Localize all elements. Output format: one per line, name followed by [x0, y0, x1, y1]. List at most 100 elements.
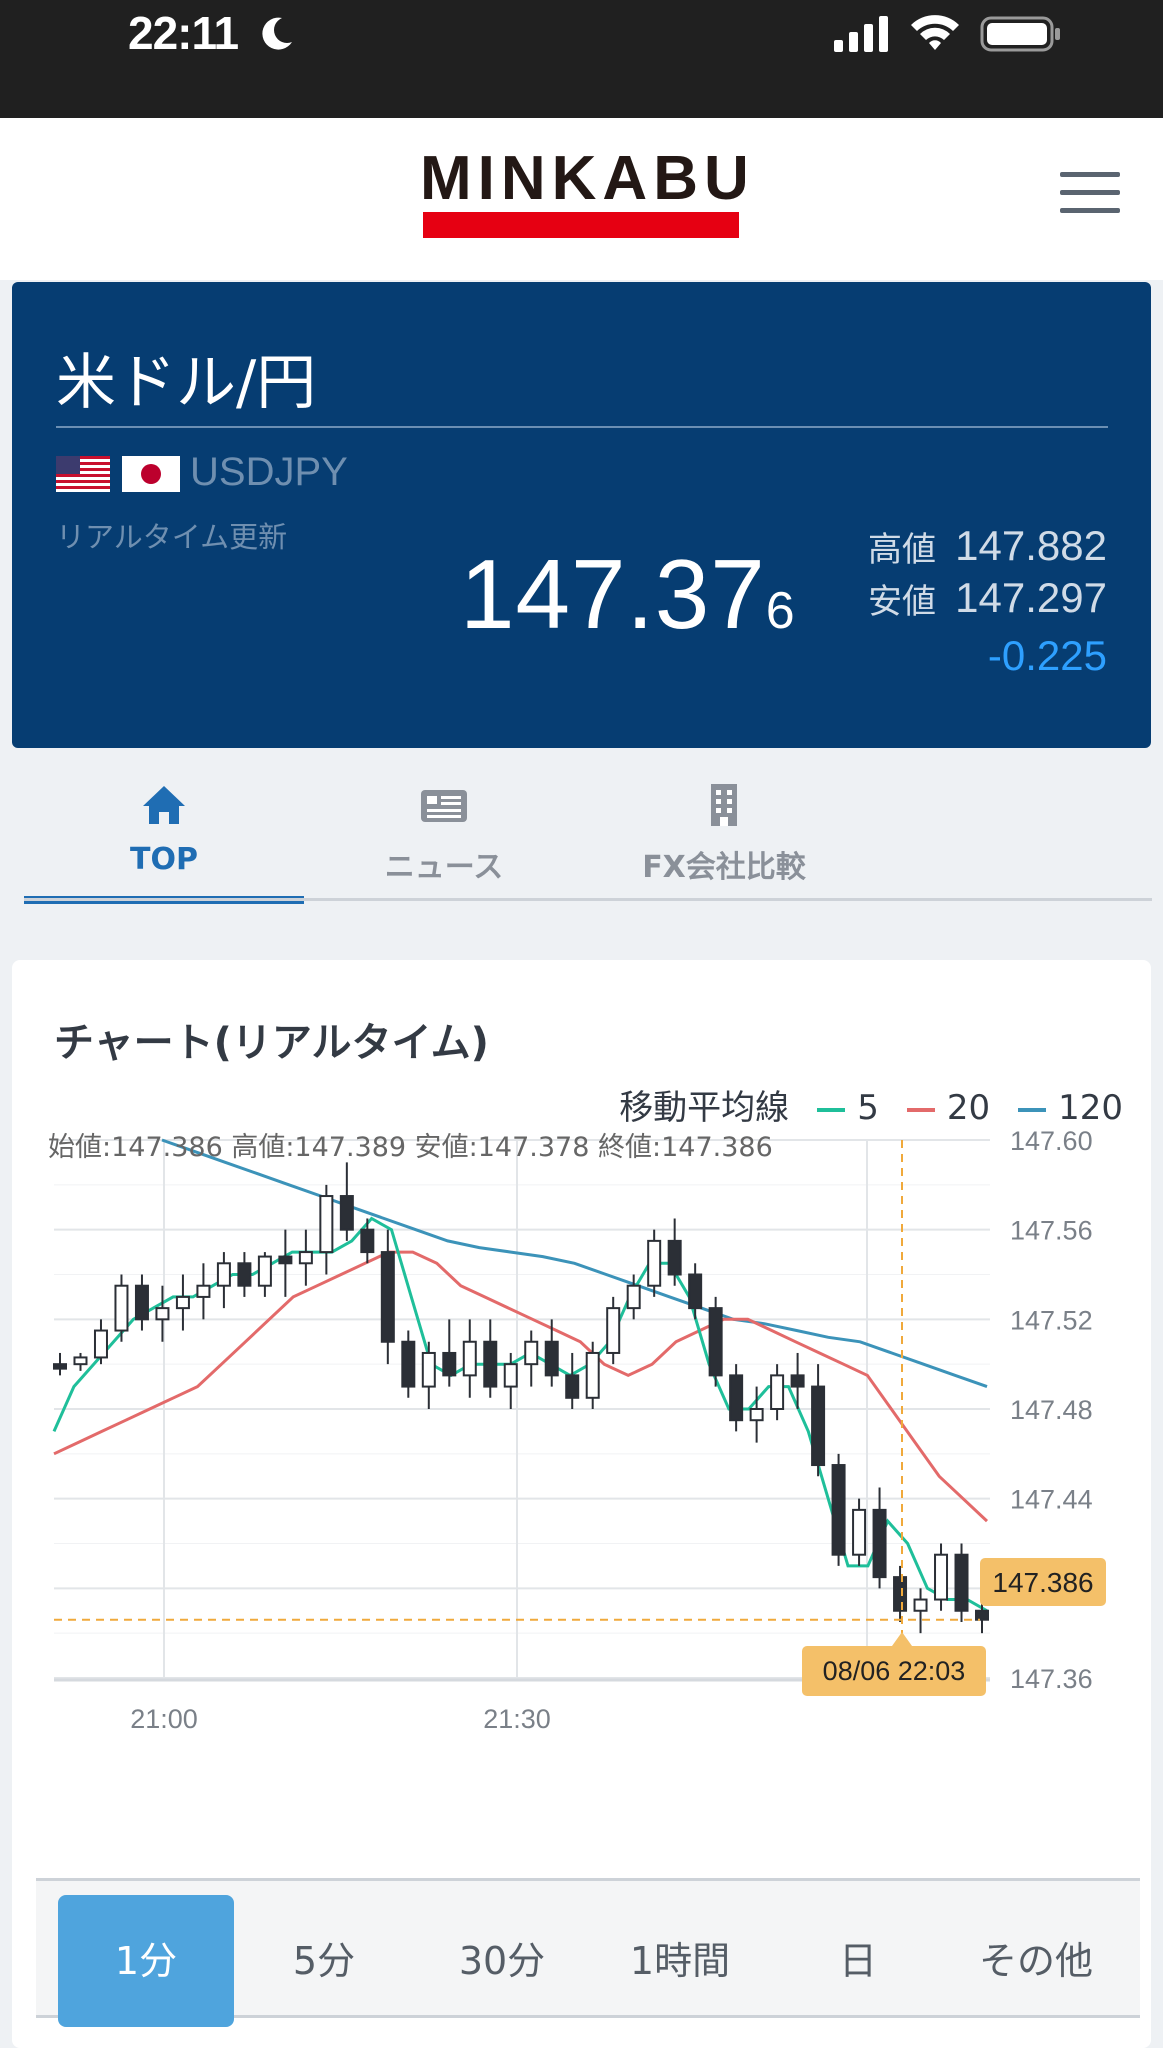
period-other-button[interactable]: その他: [978, 1939, 1093, 1983]
minkabu-logo[interactable]: MINKABU: [420, 148, 749, 240]
candle-body: [114, 1284, 129, 1332]
price-last-digit: 6: [765, 582, 796, 640]
moving-average-lines: [52, 1138, 989, 1613]
low-value: 147.297: [955, 574, 1107, 621]
hamburger-menu-icon[interactable]: [1060, 170, 1120, 216]
candle-body: [790, 1374, 805, 1388]
candle-body: [93, 1329, 108, 1359]
tab-fx-compare[interactable]: FX会社比較: [584, 760, 864, 906]
symbol-code: USDJPY: [190, 450, 348, 494]
candle-body: [606, 1307, 621, 1354]
pair-divider: [56, 426, 1108, 428]
y-tick-label: 147.60: [1010, 1126, 1093, 1156]
price-change: -0.225: [987, 632, 1107, 679]
candle-body: [237, 1262, 252, 1287]
candle-body: [339, 1195, 354, 1231]
candle-body: [975, 1609, 989, 1621]
candle-body: [134, 1284, 149, 1321]
current-price-tag: 147.386: [980, 1558, 1106, 1606]
chart-grid: [54, 1139, 990, 1679]
candle-body: [53, 1363, 67, 1370]
price-integer: 147.37: [460, 539, 766, 649]
candle-body: [667, 1239, 682, 1276]
legend-ma20: 20: [946, 1088, 991, 1128]
section-tabs: TOP ニュース FX会社比較: [24, 760, 1152, 906]
candle-body: [729, 1374, 744, 1422]
moon-icon: [262, 17, 292, 50]
candle-body: [257, 1255, 272, 1287]
ma20-line: [53, 1250, 989, 1523]
candle-body: [524, 1340, 539, 1366]
japan-flag-icon: [122, 456, 180, 492]
cursor-time-tag: 08/06 22:03: [802, 1632, 986, 1696]
tab-news-label: ニュース: [384, 850, 504, 885]
candle-body: [73, 1356, 88, 1366]
candlestick-chart[interactable]: 147.60147.56147.52147.48147.44147.40147.…: [12, 1120, 1151, 1820]
candle-body: [872, 1508, 887, 1579]
y-tick-label: 147.52: [1010, 1305, 1093, 1335]
realtime-label: リアルタイム更新: [56, 520, 288, 554]
period-5min-button[interactable]: 5分: [292, 1939, 356, 1983]
candle-body: [893, 1576, 908, 1612]
y-tick-label: 147.56: [1010, 1216, 1093, 1246]
candle-body: [626, 1284, 641, 1310]
legend-swatch-ma20: [906, 1107, 935, 1112]
candle-body: [380, 1251, 395, 1343]
y-tick-label: 147.36: [1010, 1664, 1093, 1694]
site-header: MINKABU: [0, 118, 1163, 280]
candle-body: [770, 1374, 785, 1410]
tab-top-label: TOP: [130, 842, 198, 877]
cursor-time-tag-text: 08/06 22:03: [823, 1656, 966, 1686]
logo-red-bar: [423, 212, 739, 238]
candle-body: [196, 1284, 211, 1298]
candles: [53, 1162, 989, 1634]
y-tick-label: 147.48: [1010, 1395, 1093, 1425]
candle-body: [913, 1598, 928, 1612]
us-flag-icon: [56, 456, 110, 492]
legend-swatch-ma5: [817, 1107, 846, 1112]
candle-body: [421, 1351, 436, 1388]
candle-body: [954, 1553, 969, 1612]
candle-body: [852, 1508, 867, 1556]
period-day-button[interactable]: 日: [838, 1939, 877, 1983]
candle-body: [585, 1351, 600, 1399]
tabs-baseline: [24, 898, 1152, 901]
status-bar: 22:11: [0, 0, 1163, 118]
candle-body: [831, 1464, 846, 1556]
tab-top[interactable]: TOP: [24, 760, 304, 906]
tab-fx-compare-label: FX会社比較: [642, 850, 806, 885]
candle-body: [688, 1273, 703, 1310]
candle-body: [401, 1340, 416, 1388]
x-tick-label: 21:00: [130, 1704, 198, 1734]
legend-title: 移動平均線: [619, 1088, 790, 1128]
x-tick-label: 21:30: [483, 1704, 551, 1734]
quote-panel: 米ドル/円 USDJPY リアルタイム更新 147.376 高値 147.882…: [12, 282, 1151, 748]
chart-axes: 147.60147.56147.52147.48147.44147.40147.…: [54, 1126, 1093, 1734]
period-1min-button[interactable]: 1分: [58, 1895, 234, 2027]
chart-title: チャート(リアルタイム): [54, 1020, 489, 1066]
period-selector: 1分 5分 30分 1時間 日 その他: [36, 1878, 1140, 2027]
building-icon: [711, 784, 737, 826]
candle-body: [175, 1295, 190, 1310]
high-value: 147.882: [955, 522, 1107, 569]
home-icon: [143, 786, 185, 824]
candle-body: [278, 1255, 293, 1265]
low-label: 安値: [868, 582, 936, 622]
candle-body: [462, 1340, 477, 1377]
candle-body: [544, 1340, 559, 1377]
candle-body: [934, 1553, 949, 1601]
wifi-icon: [911, 15, 959, 50]
candle-body: [155, 1307, 170, 1321]
candle-body: [298, 1251, 313, 1265]
period-1hour-button[interactable]: 1時間: [629, 1939, 731, 1983]
candle-body: [483, 1340, 498, 1388]
ma120-line: [161, 1138, 988, 1389]
candle-body: [503, 1363, 518, 1388]
battery-icon: [980, 16, 1060, 52]
status-time: 22:11: [128, 7, 239, 59]
legend-ma5: 5: [857, 1088, 879, 1128]
period-30min-button[interactable]: 30分: [458, 1939, 546, 1983]
legend-swatch-ma120: [1018, 1107, 1047, 1112]
tab-news[interactable]: ニュース: [304, 760, 584, 906]
current-price-tag-text: 147.386: [992, 1567, 1093, 1598]
